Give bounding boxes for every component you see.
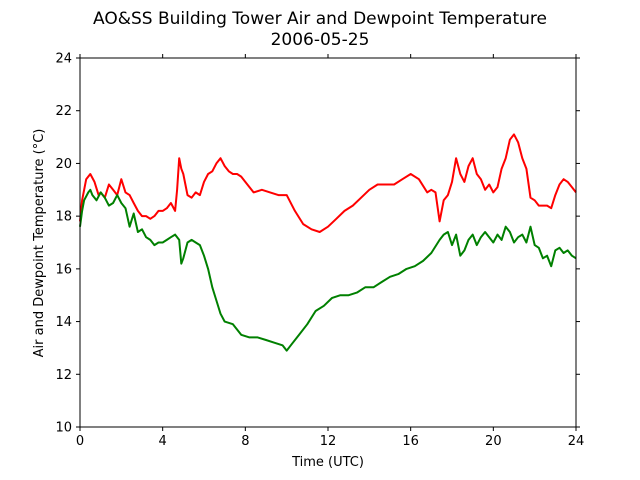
x-tick-label: 20 — [485, 434, 502, 449]
series-layer — [79, 133, 577, 352]
chart-title: AO&SS Building Tower Air and Dewpoint Te… — [93, 9, 547, 29]
y-tick-label: 16 — [55, 262, 72, 277]
chart-subtitle: 2006-05-25 — [271, 30, 370, 50]
x-tick-label: 12 — [320, 434, 337, 449]
x-tick-label: 24 — [568, 434, 585, 449]
y-tick-label: 20 — [55, 157, 72, 172]
x-tick-label: 4 — [159, 434, 167, 449]
ticks-layer: 0 4 8 12 16 20 24 10 12 14 16 18 20 22 24 — [55, 52, 584, 450]
x-tick-label: 16 — [402, 434, 419, 449]
x-tick-label: 0 — [76, 434, 84, 449]
plot-area-frame — [79, 57, 577, 428]
y-axis-label: Air and Dewpoint Temperature (°C) — [32, 129, 47, 358]
y-tick-label: 24 — [55, 52, 72, 67]
x-axis-label: Time (UTC) — [291, 455, 364, 470]
y-tick-label: 12 — [55, 368, 72, 383]
y-tick-label: 18 — [55, 210, 72, 225]
series-line-2 — [79, 188, 577, 352]
x-tick-label: 8 — [241, 434, 249, 449]
y-tick-label: 22 — [55, 104, 72, 119]
y-tick-label: 14 — [55, 315, 72, 330]
series-line-1 — [79, 133, 577, 233]
y-tick-label: 10 — [55, 421, 72, 436]
